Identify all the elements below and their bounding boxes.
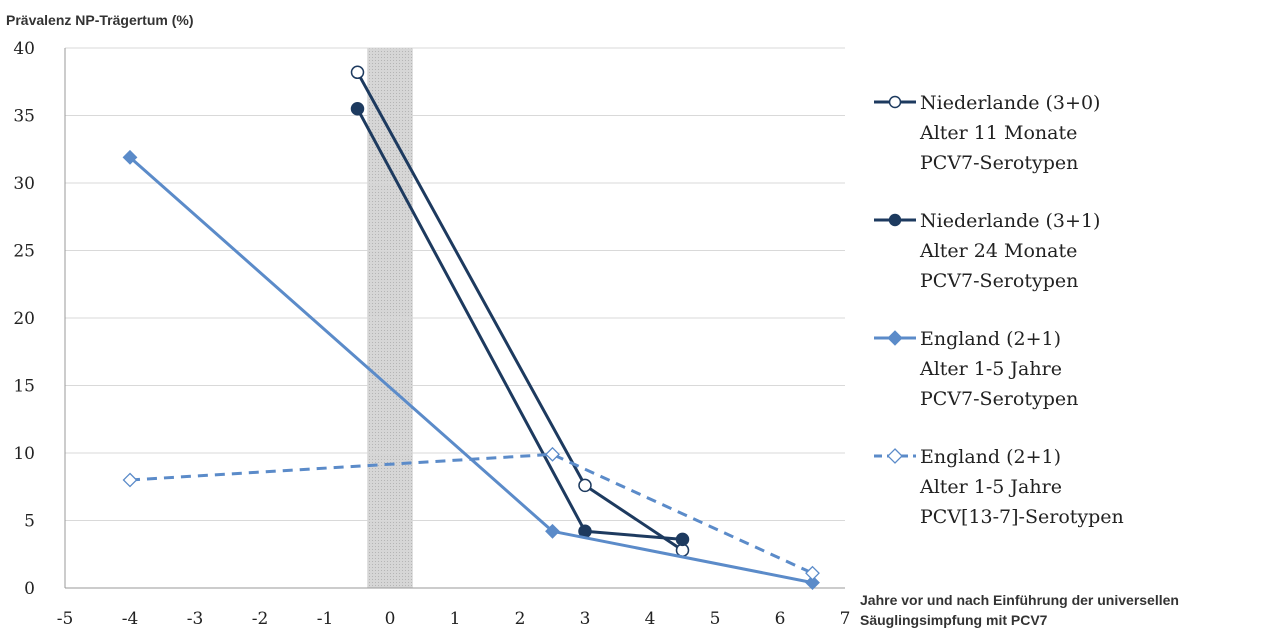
data-point [350, 102, 365, 116]
x-tick-label: 2 [515, 609, 526, 629]
y-tick-label: 25 [13, 242, 35, 262]
data-point [805, 575, 820, 591]
x-tick-label: 3 [580, 609, 591, 629]
x-tick-label: 1 [450, 609, 461, 629]
x-axis-label: Jahre vor und nach Einführung der univer… [860, 590, 1179, 630]
legend-item-nl-3-1: Niederlande (3+1) Alter 24 Monate PCV7-S… [872, 206, 1252, 324]
legend-label-line2: Alter 24 Monate [920, 240, 1078, 262]
y-tick-label: 35 [13, 107, 35, 127]
data-point [122, 149, 138, 165]
legend-label-line3: PCV7-Serotypen [920, 270, 1079, 292]
legend-label-line3: PCV7-Serotypen [920, 388, 1079, 410]
legend-label-line2: Alter 1-5 Jahre [920, 358, 1062, 380]
data-point [805, 565, 820, 581]
legend-item-en-pcv7: England (2+1) Alter 1-5 Jahre PCV7-Serot… [872, 324, 1252, 442]
legend-swatch-nl-3-0 [874, 95, 916, 109]
x-tick-label: -4 [122, 609, 139, 629]
x-axis-label-line2: Säuglingsimpfung mit PCV7 [860, 612, 1048, 628]
legend-label-line3: PCV7-Serotypen [920, 152, 1079, 174]
data-point [545, 446, 560, 462]
y-tick-label: 40 [13, 39, 35, 59]
data-point [350, 65, 365, 80]
y-tick-label: 0 [24, 579, 35, 599]
data-point [675, 532, 690, 547]
legend-label-line1: England (2+1) [920, 328, 1062, 350]
legend-label-line2: Alter 11 Monate [920, 122, 1078, 144]
x-tick-label: -5 [57, 609, 74, 629]
y-tick-label: 15 [13, 377, 35, 397]
data-point [578, 478, 592, 493]
legend-label-line1: Niederlande (3+0) [920, 92, 1101, 114]
series-line-3 [129, 452, 814, 575]
legend-item-en-pcv13: England (2+1) Alter 1-5 Jahre PCV[13-7]-… [872, 442, 1252, 560]
x-axis-label-line1: Jahre vor und nach Einführung der univer… [860, 592, 1179, 608]
data-point [545, 523, 560, 539]
legend: Niederlande (3+0) Alter 11 Monate PCV7-S… [872, 88, 1252, 560]
x-tick-label: 5 [710, 609, 721, 629]
y-tick-label: 5 [24, 512, 35, 532]
x-tick-label: -2 [252, 609, 269, 629]
x-tick-label: 7 [840, 609, 851, 629]
x-tick-label: 0 [385, 609, 396, 629]
legend-label-line1: England (2+1) [920, 446, 1062, 468]
series-line-2 [129, 156, 813, 585]
legend-swatch-nl-3-1 [874, 213, 916, 227]
y-tick-label: 10 [13, 444, 35, 464]
legend-item-nl-3-0: Niederlande (3+0) Alter 11 Monate PCV7-S… [872, 88, 1252, 206]
y-tick-label: 30 [13, 174, 35, 194]
legend-label-line3: PCV[13-7]-Serotypen [920, 506, 1124, 528]
x-tick-label: 6 [775, 609, 786, 629]
data-point [122, 472, 138, 488]
legend-label-line1: Niederlande (3+1) [920, 210, 1101, 232]
x-tick-label: -1 [317, 609, 334, 629]
legend-label-line2: Alter 1-5 Jahre [920, 476, 1062, 498]
legend-swatch-en-pcv13 [874, 448, 916, 464]
y-axis-label: Prävalenz NP-Trägertum (%) [6, 12, 194, 28]
y-tick-label: 20 [13, 309, 35, 329]
x-tick-label: 4 [645, 609, 656, 629]
x-tick-label: -3 [187, 609, 204, 629]
legend-swatch-en-pcv7 [874, 330, 916, 346]
